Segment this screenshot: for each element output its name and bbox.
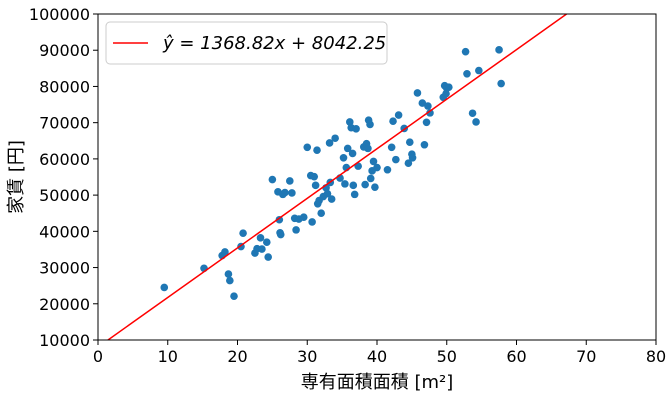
- data-point: [405, 138, 414, 147]
- data-point: [371, 183, 379, 191]
- data-point: [308, 218, 316, 226]
- y-tick-label: 70000: [39, 114, 90, 133]
- data-point: [310, 172, 319, 181]
- data-point: [230, 292, 238, 300]
- data-point: [392, 155, 400, 164]
- data-point: [445, 83, 453, 91]
- data-point: [343, 144, 352, 153]
- y-tick-label: 100000: [29, 5, 90, 24]
- data-point: [373, 163, 381, 172]
- data-point: [345, 118, 354, 126]
- data-point: [369, 157, 378, 166]
- data-point: [387, 143, 396, 152]
- data-point: [281, 188, 289, 197]
- data-point: [404, 159, 413, 168]
- data-point: [256, 234, 265, 242]
- data-point: [292, 226, 300, 234]
- data-point: [303, 143, 312, 152]
- y-tick-labels: 10000 20000 30000 40000 50000 60000 70000 80000…: [29, 5, 90, 350]
- data-point: [262, 238, 271, 246]
- y-tick-label: 60000: [39, 150, 90, 169]
- x-tick-labels: 0 10 20 30 40 50 60 70 80: [93, 347, 666, 366]
- data-point: [394, 111, 403, 119]
- data-point: [341, 180, 349, 188]
- data-point: [420, 140, 429, 149]
- plot-frame: [97, 13, 657, 341]
- y-tick-label: 30000: [39, 259, 90, 278]
- data-point: [461, 47, 470, 56]
- data-point: [160, 283, 169, 292]
- data-point: [426, 109, 434, 117]
- data-point: [468, 109, 477, 118]
- data-point: [418, 99, 427, 107]
- data-point: [224, 270, 233, 278]
- data-point: [286, 177, 294, 185]
- data-point: [408, 154, 417, 162]
- data-points: [160, 46, 505, 300]
- data-point: [299, 213, 308, 222]
- data-point: [348, 149, 357, 158]
- y-tick-label: 20000: [39, 295, 90, 314]
- data-point: [313, 146, 321, 154]
- data-point: [389, 117, 397, 126]
- data-point: [364, 144, 372, 153]
- x-axis-label: 専有面積面積 [m²]: [301, 372, 454, 393]
- data-point: [331, 134, 339, 143]
- data-point: [323, 189, 332, 198]
- data-point: [366, 174, 375, 183]
- x-tick-label: 0: [93, 347, 103, 366]
- data-point: [327, 195, 336, 203]
- x-tick-label: 10: [158, 347, 178, 366]
- y-tick-label: 80000: [39, 77, 90, 96]
- x-tick-label: 20: [227, 347, 247, 366]
- x-tick-label: 40: [367, 347, 387, 366]
- data-point: [221, 248, 229, 256]
- data-point: [383, 165, 392, 174]
- legend-box: [105, 21, 388, 65]
- x-tick-label: 70: [576, 347, 596, 366]
- data-point: [495, 46, 503, 54]
- y-tick-label: 10000: [39, 331, 90, 350]
- y-tick-label: 40000: [39, 222, 90, 241]
- data-point: [276, 230, 285, 239]
- data-point: [339, 154, 348, 162]
- data-point: [413, 89, 422, 97]
- data-point: [472, 118, 480, 126]
- data-point: [325, 139, 334, 147]
- legend: ŷ = 1368.82x + 8042.25: [105, 21, 388, 65]
- x-tick-marks: [97, 340, 657, 345]
- y-tick-label: 50000: [39, 186, 90, 205]
- data-point: [349, 181, 358, 190]
- data-point: [422, 118, 431, 127]
- data-point: [350, 190, 359, 199]
- data-point: [288, 189, 296, 197]
- x-tick-label: 30: [297, 347, 317, 366]
- data-point: [475, 66, 483, 75]
- x-tick-label: 50: [437, 347, 457, 366]
- fit-line: [106, 14, 568, 340]
- data-point: [268, 175, 277, 184]
- data-point: [239, 229, 247, 237]
- data-point: [497, 79, 505, 88]
- data-point: [352, 125, 360, 133]
- data-point: [311, 181, 320, 190]
- data-point: [317, 209, 326, 218]
- x-tick-label: 80: [646, 347, 666, 366]
- y-axis-label: 家賃 [円]: [6, 140, 27, 214]
- x-tick-label: 60: [506, 347, 526, 366]
- data-point: [463, 69, 471, 78]
- data-point: [424, 102, 432, 110]
- legend-label: ŷ = 1368.82x + 8042.25: [162, 33, 386, 54]
- data-point: [275, 215, 284, 224]
- data-point: [366, 120, 374, 129]
- data-point: [361, 180, 369, 189]
- y-tick-marks: [93, 13, 98, 341]
- data-point: [226, 276, 234, 285]
- y-tick-label: 90000: [39, 41, 90, 60]
- data-point: [258, 245, 266, 253]
- data-point: [264, 253, 272, 261]
